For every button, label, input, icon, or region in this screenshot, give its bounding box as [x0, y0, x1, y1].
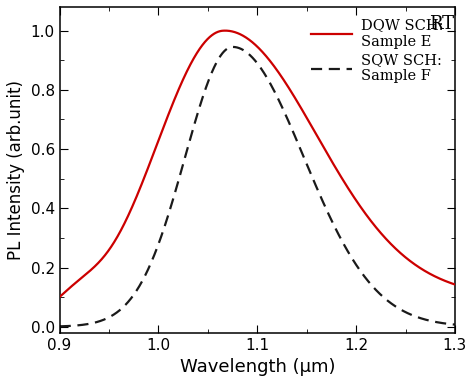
SQW SCH:
Sample F — [77, 323, 82, 327]
DQW SCH:
Sample E — [443, 279, 449, 283]
SQW SCH:
Sample F — [286, 120, 292, 125]
DQW SCH:
Sample E — [194, 50, 200, 55]
Y-axis label: PL Intensity (arb.unit): PL Intensity (arb.unit) — [7, 80, 25, 260]
DQW SCH:
Sample E — [267, 59, 273, 64]
Legend: DQW SCH:
Sample E, SQW SCH:
Sample F: DQW SCH: Sample E, SQW SCH: Sample F — [305, 13, 449, 89]
SQW SCH:
Sample F — [194, 113, 200, 117]
SQW SCH:
Sample F — [452, 322, 457, 327]
DQW SCH:
Sample E — [77, 277, 82, 282]
DQW SCH:
Sample E — [57, 295, 63, 299]
Line: SQW SCH:
Sample F: SQW SCH: Sample F — [60, 47, 455, 326]
DQW SCH:
Sample E — [222, 28, 228, 33]
SQW SCH:
Sample F — [91, 321, 96, 325]
SQW SCH:
Sample F — [230, 44, 236, 49]
SQW SCH:
Sample F — [267, 81, 273, 86]
X-axis label: Wavelength (μm): Wavelength (μm) — [180, 358, 335, 376]
DQW SCH:
Sample E — [286, 86, 292, 91]
DQW SCH:
Sample E — [452, 282, 457, 287]
SQW SCH:
Sample F — [443, 321, 449, 326]
Line: DQW SCH:
Sample E: DQW SCH: Sample E — [60, 31, 455, 297]
DQW SCH:
Sample E — [91, 265, 96, 270]
SQW SCH:
Sample F — [57, 324, 63, 329]
Text: RT: RT — [429, 15, 454, 33]
